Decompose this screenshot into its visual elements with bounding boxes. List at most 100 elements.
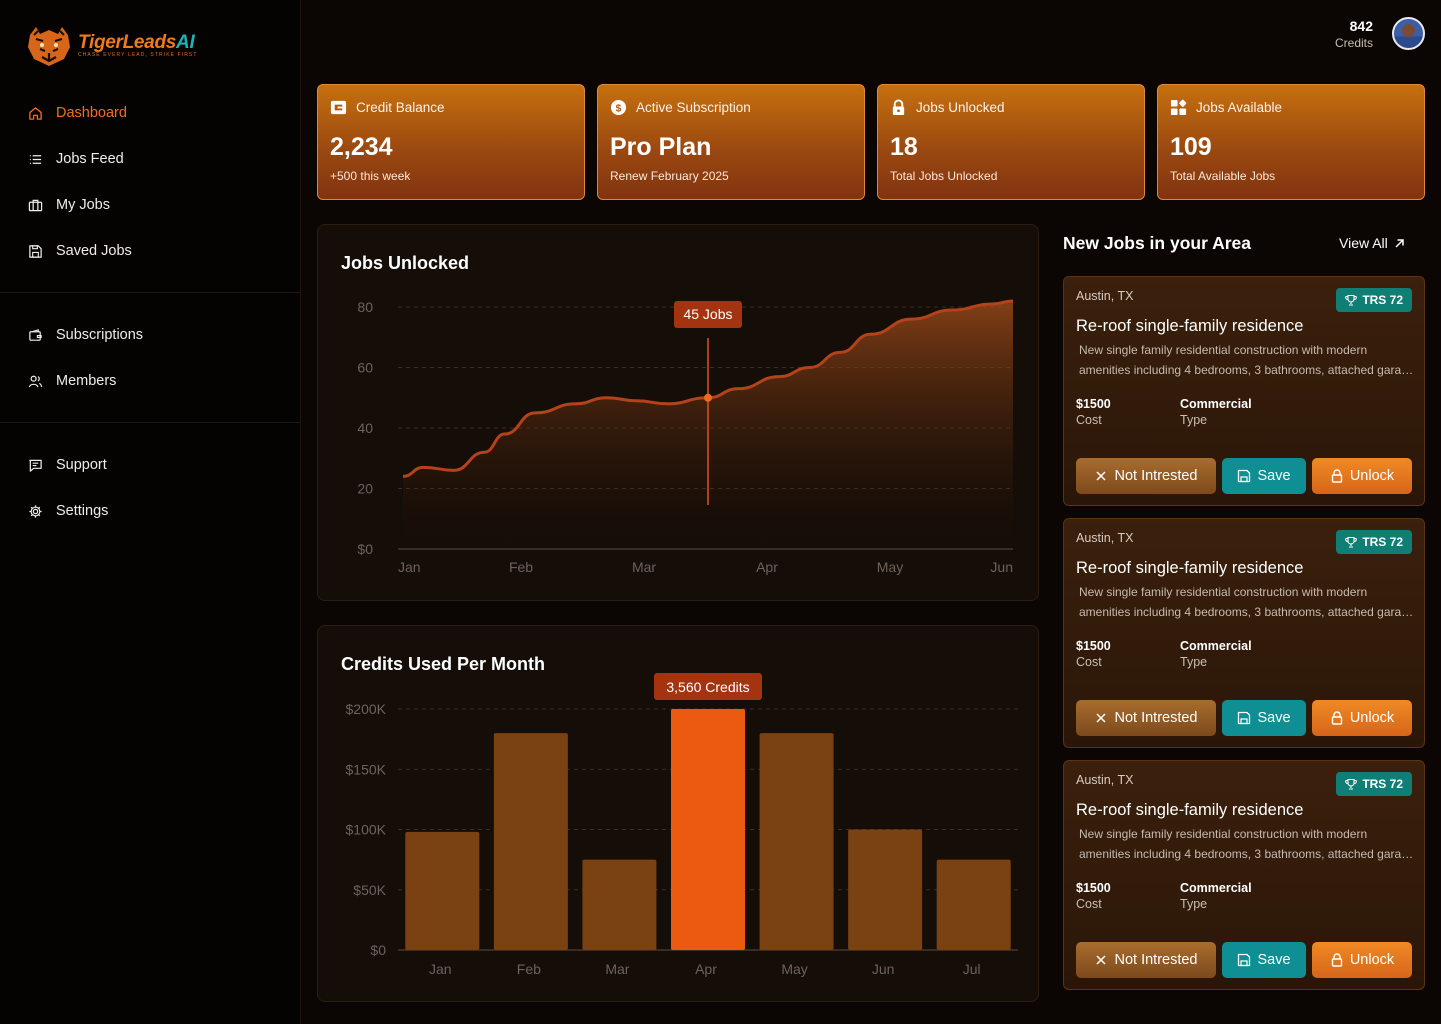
sidebar-item-settings[interactable]: Settings — [0, 488, 300, 534]
bar-jan[interactable] — [405, 831, 480, 950]
sidebar-item-members[interactable]: Members — [0, 358, 300, 404]
sidebar-item-support[interactable]: Support — [0, 442, 300, 488]
wallet-icon — [29, 328, 42, 341]
job-title: Re-roof single-family residence — [1076, 317, 1304, 335]
x-tick-label: Jun — [990, 559, 1013, 575]
sidebar-item-label: Subscriptions — [56, 327, 144, 343]
save-label: Save — [1257, 468, 1291, 484]
trs-badge-label: TRS 72 — [1362, 777, 1403, 791]
not-interested-button[interactable]: Not Intrested — [1076, 458, 1216, 494]
grid-icon — [1170, 99, 1187, 115]
bar-mar[interactable] — [582, 859, 657, 950]
credits-label: Credits — [1334, 36, 1373, 50]
save-button[interactable]: Save — [1222, 700, 1306, 736]
unlock-button[interactable]: Unlock — [1312, 458, 1412, 494]
bar-may[interactable] — [759, 733, 834, 950]
x-tick-label: Apr — [695, 961, 717, 977]
x-tick-label: Jan — [429, 961, 452, 977]
job-title: Re-roof single-family residence — [1076, 801, 1304, 819]
y-tick-label: $0 — [370, 942, 386, 958]
stat-sub: Total Jobs Unlocked — [890, 169, 998, 183]
save-button[interactable]: Save — [1222, 458, 1306, 494]
new-jobs-title: New Jobs in your Area — [1063, 233, 1252, 253]
save-label: Save — [1257, 952, 1291, 968]
close-icon — [1096, 955, 1107, 965]
jobs-unlocked-chart-panel: Jobs Unlocked $0 20 40 60 80 45 Jobs Jan Feb M… — [317, 224, 1039, 601]
job-card[interactable]: Austin, TX TRS 72 Re-roof single-family … — [1063, 518, 1425, 748]
trs-badge: TRS 72 — [1336, 288, 1412, 312]
bar-apr[interactable] — [671, 709, 745, 950]
chart-title: Credits Used Per Month — [341, 654, 546, 674]
job-location: Austin, TX — [1076, 289, 1134, 303]
sidebar-item-label: Saved Jobs — [56, 243, 132, 259]
stat-value: Pro Plan — [610, 133, 712, 161]
job-card[interactable]: Austin, TX TRS 72 Re-roof single-family … — [1063, 760, 1425, 990]
bar-jul[interactable] — [936, 859, 1011, 950]
stat-value: 109 — [1170, 133, 1212, 161]
job-cost-value: $1500 — [1076, 881, 1111, 895]
save-icon — [29, 244, 42, 258]
account-nav: Subscriptions Members — [0, 312, 300, 404]
list-icon — [29, 154, 42, 164]
svg-text:$: $ — [616, 103, 622, 114]
sidebar-item-saved-jobs[interactable]: Saved Jobs — [0, 228, 300, 274]
sidebar-item-label: Jobs Feed — [56, 151, 124, 167]
x-tick-label: Feb — [509, 559, 533, 575]
briefcase-icon — [28, 199, 43, 211]
view-all-link[interactable]: View All — [1339, 235, 1405, 251]
bar-feb[interactable] — [493, 733, 568, 950]
not-interested-button[interactable]: Not Intrested — [1076, 700, 1216, 736]
job-type-label: Type — [1180, 897, 1208, 911]
save-button[interactable]: Save — [1222, 942, 1306, 978]
job-cost: $1500 Cost — [1076, 638, 1180, 670]
x-tick-label: Jan — [398, 559, 421, 575]
stat-card-jobs-available: Jobs Available 109 Total Available Jobs — [1157, 84, 1425, 200]
credits-used-chart-panel: Credits Used Per Month $0 $50K $100K $150K $… — [317, 625, 1039, 1002]
chart-tooltip-text: 45 Jobs — [683, 306, 732, 322]
job-type: Commercial Type — [1180, 880, 1284, 912]
sidebar-item-jobs-feed[interactable]: Jobs Feed — [0, 136, 300, 182]
chart-tooltip: 3,560 Credits — [654, 673, 762, 700]
trs-badge-label: TRS 72 — [1362, 293, 1403, 307]
credits-used-chart: $0 $50K $100K $150K $200K 3,560 Credits Jan F… — [346, 673, 1018, 977]
sidebar-item-my-jobs[interactable]: My Jobs — [0, 182, 300, 228]
not-interested-button[interactable]: Not Intrested — [1076, 942, 1216, 978]
trs-badge-label: TRS 72 — [1362, 535, 1403, 549]
stat-label: Jobs Available — [1196, 99, 1283, 115]
chart-tooltip-text: 3,560 Credits — [666, 679, 749, 695]
stat-sub: Total Available Jobs — [1170, 169, 1276, 183]
unlock-button[interactable]: Unlock — [1312, 700, 1412, 736]
y-tick-label: $100K — [346, 822, 387, 838]
stat-label: Credit Balance — [356, 99, 445, 115]
job-card[interactable]: Austin, TX TRS 72 Re-roof single-family … — [1063, 276, 1425, 506]
not-interested-label: Not Intrested — [1114, 952, 1198, 968]
message-icon — [29, 459, 42, 472]
job-cost-value: $1500 — [1076, 397, 1111, 411]
sidebar-item-dashboard[interactable]: Dashboard — [0, 90, 300, 136]
x-tick-label: Feb — [517, 961, 541, 977]
home-icon — [29, 106, 42, 120]
y-tick-label: 20 — [357, 481, 373, 497]
lock-icon — [1331, 711, 1343, 725]
stat-value: 2,234 — [330, 133, 393, 161]
job-type: Commercial Type — [1180, 638, 1284, 670]
bar-jun[interactable] — [848, 829, 923, 951]
y-tick-label: $150K — [346, 761, 387, 777]
sidebar-item-subscriptions[interactable]: Subscriptions — [0, 312, 300, 358]
job-type-value: Commercial — [1180, 881, 1252, 895]
chart-line — [402, 299, 1014, 478]
unlock-button[interactable]: Unlock — [1312, 942, 1412, 978]
avatar[interactable] — [1392, 17, 1425, 50]
save-label: Save — [1257, 710, 1291, 726]
header-credits: 842 Credits — [1335, 17, 1373, 51]
lock-icon — [1331, 953, 1343, 967]
unlock-label: Unlock — [1349, 468, 1395, 484]
credits-count: 842 — [1349, 18, 1373, 34]
save-icon — [1238, 953, 1251, 967]
job-type-value: Commercial — [1180, 639, 1252, 653]
job-title: Re-roof single-family residence — [1076, 559, 1304, 577]
brand-logo[interactable]: TigerLeadsAI CHASE EVERY LEAD, STRIKE FI… — [26, 24, 198, 68]
stat-label: Jobs Unlocked — [916, 99, 1005, 115]
credit-card-icon — [330, 100, 347, 114]
dollar-icon: $ — [610, 99, 627, 115]
